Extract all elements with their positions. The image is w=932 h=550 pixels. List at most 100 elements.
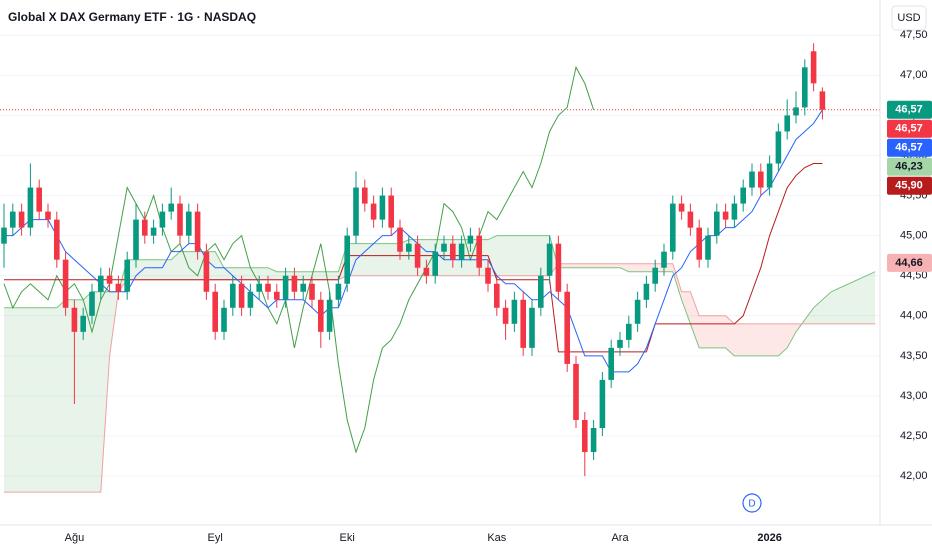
candle-body	[511, 299, 518, 324]
cloud-fill	[584, 263, 594, 268]
cloud-fill	[752, 323, 761, 356]
candle-body	[282, 275, 289, 300]
candle-body	[652, 267, 658, 284]
candle-body	[432, 251, 438, 276]
price-label: 46,57	[895, 142, 923, 154]
candle-body	[54, 219, 60, 260]
candle-body	[238, 283, 245, 308]
candle-body	[529, 307, 535, 348]
candle-body	[335, 283, 342, 300]
candle-body	[133, 219, 139, 260]
cloud-fill	[144, 259, 154, 280]
candle-body	[731, 203, 738, 220]
cloud-fill	[39, 307, 48, 493]
candle-body	[353, 187, 359, 236]
cloud-fill	[496, 235, 506, 276]
candle-body	[98, 275, 104, 292]
cloud-fill	[21, 307, 31, 493]
y-tick-label: 44,50	[900, 270, 928, 282]
candle-body	[1, 227, 7, 244]
candle-body	[274, 291, 280, 300]
event-label: D	[748, 499, 755, 510]
cloud-fill	[373, 243, 383, 276]
cloud-fill	[681, 291, 691, 324]
cloud-fill	[725, 315, 735, 356]
cloud-fill	[56, 299, 66, 493]
currency-button[interactable]	[891, 5, 927, 31]
cloud-fill	[672, 263, 682, 300]
y-tick-label: 47,00	[900, 69, 928, 81]
cloud-fill	[690, 291, 700, 348]
candle-body	[362, 187, 368, 204]
cloud-fill	[65, 299, 75, 493]
cloud-fill	[268, 267, 277, 280]
span-a-line	[4, 235, 876, 357]
candle-body	[177, 203, 183, 236]
cloud-fill	[840, 283, 849, 324]
candle-body	[124, 259, 130, 292]
cloud-fill	[787, 323, 796, 348]
candle-body	[309, 283, 315, 300]
cloud-fill	[523, 235, 532, 276]
candle-body	[502, 307, 509, 324]
y-tick-label: 43,50	[900, 350, 928, 362]
candle-body	[573, 363, 579, 420]
candle-body	[423, 267, 430, 276]
candle-body	[538, 275, 544, 308]
candle-body	[10, 211, 16, 228]
span-b-line	[4, 263, 876, 493]
cloud-fill	[136, 259, 145, 280]
candle-body	[344, 235, 350, 284]
y-tick-label: 42,50	[900, 430, 928, 442]
cloud-fill	[92, 291, 101, 493]
candle-body	[802, 67, 808, 108]
candle-body	[300, 283, 306, 292]
price-label: 46,57	[895, 123, 923, 135]
event-marker	[742, 493, 762, 513]
cloud-fill	[488, 235, 497, 276]
cloud-fill	[171, 251, 180, 280]
cloud-fill	[866, 271, 876, 324]
price-label-box	[887, 100, 932, 119]
cloud-fill	[74, 299, 84, 493]
candle-body	[590, 428, 597, 453]
cloud-fill	[153, 259, 163, 280]
candle-body	[722, 211, 729, 220]
cloud-fill	[611, 263, 620, 268]
cloud-fill	[180, 251, 189, 280]
price-label: 46,23	[895, 161, 923, 173]
candle-body	[546, 243, 553, 276]
cloud-fill	[532, 235, 541, 276]
x-tick-label: Ağu	[65, 532, 85, 544]
y-tick-label: 42,00	[900, 470, 928, 482]
candle-body	[758, 171, 764, 188]
candle-body	[212, 291, 218, 332]
cloud-fill	[12, 307, 22, 493]
candle-body	[80, 315, 86, 332]
candle-body	[256, 283, 262, 292]
x-tick-label: Kas	[487, 532, 506, 544]
candle-body	[467, 235, 474, 244]
cloud-fill	[162, 259, 172, 280]
candle-body	[634, 299, 641, 324]
cloud-fill	[734, 323, 744, 356]
cloud-fill	[224, 267, 233, 280]
currency-label[interactable]: USD	[897, 12, 920, 24]
cloud-fill	[822, 291, 832, 324]
candle-body	[476, 235, 482, 268]
cloud-fill	[760, 323, 770, 356]
candle-body	[687, 211, 694, 228]
cloud-fill	[699, 315, 708, 348]
cloud-fill	[848, 279, 858, 324]
candle-body	[406, 243, 412, 252]
candle-body	[291, 275, 298, 292]
cloud-fill	[576, 263, 585, 268]
price-label: 46,57	[895, 104, 923, 116]
candle-body	[168, 203, 174, 212]
indicator-line	[4, 109, 823, 373]
candle-body	[62, 259, 69, 308]
candle-body	[18, 211, 25, 228]
price-label-box	[887, 253, 932, 272]
x-tick-label: Eyl	[208, 532, 223, 544]
